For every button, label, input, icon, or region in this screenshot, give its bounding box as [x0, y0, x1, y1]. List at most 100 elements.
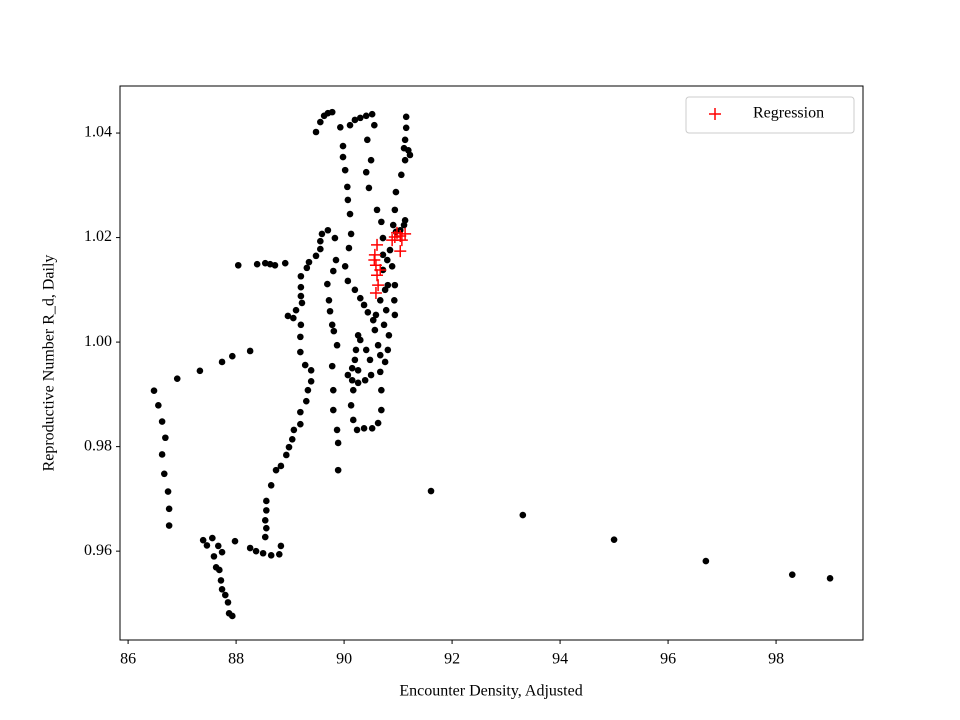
data-point	[344, 196, 352, 204]
data-point	[337, 123, 344, 131]
data-point	[391, 206, 399, 214]
data-point	[312, 252, 320, 260]
data-point	[165, 522, 173, 529]
data-point	[383, 256, 391, 264]
data-point	[297, 333, 304, 341]
data-point	[325, 296, 333, 304]
x-tick-label: 94	[552, 651, 568, 668]
data-point	[328, 321, 336, 329]
data-point	[318, 230, 326, 238]
data-point	[381, 358, 389, 366]
data-point	[297, 420, 304, 428]
data-point	[378, 386, 385, 394]
data-point	[788, 571, 796, 578]
data-point	[246, 347, 254, 355]
data-point	[304, 386, 312, 394]
data-point	[284, 312, 292, 320]
data-point	[297, 348, 304, 356]
y-tick-label: 1.04	[84, 124, 112, 141]
regression-point	[368, 254, 381, 267]
data-point	[267, 552, 275, 559]
data-point	[374, 419, 382, 427]
data-point	[344, 277, 352, 285]
data-point	[217, 577, 225, 584]
y-tick-label: 1.00	[84, 333, 112, 350]
data-point	[354, 379, 362, 387]
data-point	[234, 261, 242, 269]
data-point	[297, 408, 304, 416]
data-point	[364, 309, 372, 316]
data-point	[391, 296, 398, 304]
data-point	[229, 612, 236, 620]
data-point	[385, 332, 393, 339]
data-point	[261, 517, 269, 524]
data-point	[331, 234, 339, 242]
data-point	[348, 364, 356, 372]
data-point	[365, 184, 373, 192]
data-point	[334, 466, 342, 474]
legend-box	[685, 96, 855, 134]
data-point	[371, 326, 379, 334]
data-point	[263, 507, 270, 514]
data-point	[277, 542, 285, 550]
data-point	[332, 256, 340, 264]
data-point	[303, 264, 311, 272]
data-point	[263, 524, 270, 532]
regression-point	[374, 263, 387, 276]
regression-point	[372, 279, 385, 292]
data-point	[401, 136, 409, 144]
data-point	[367, 156, 375, 164]
data-point	[368, 110, 376, 118]
data-point	[329, 267, 337, 275]
data-point	[329, 406, 337, 414]
regression-point	[386, 234, 399, 247]
data-point	[362, 168, 370, 176]
data-point	[392, 188, 400, 196]
data-point	[252, 547, 260, 555]
data-point	[297, 272, 305, 280]
data-point	[326, 307, 334, 315]
data-point	[402, 113, 410, 121]
data-point	[349, 416, 357, 424]
data-point	[173, 375, 181, 382]
data-point	[366, 356, 374, 364]
data-point	[356, 114, 364, 122]
data-point	[389, 221, 397, 229]
x-tick-label: 92	[444, 651, 460, 668]
data-point	[162, 434, 169, 442]
data-point	[160, 470, 168, 478]
data-point	[386, 246, 394, 254]
x-tick-label: 90	[336, 651, 352, 668]
regression-point	[391, 226, 404, 239]
x-axis-label: Encounter Density, Adjusted	[399, 683, 582, 700]
data-point	[345, 244, 353, 252]
data-point	[352, 346, 360, 354]
data-point	[214, 542, 222, 550]
data-point	[376, 296, 384, 304]
data-point	[259, 549, 267, 557]
data-point	[388, 263, 396, 270]
data-point	[391, 281, 399, 289]
data-point	[348, 376, 356, 384]
data-point	[292, 306, 300, 314]
data-point	[218, 586, 226, 593]
data-point	[218, 358, 226, 366]
data-point	[155, 402, 162, 409]
data-point	[378, 406, 385, 414]
data-point	[346, 210, 354, 218]
data-point	[263, 497, 270, 505]
y-axis-label: Reproductive Number R_d, Daily	[41, 255, 58, 472]
data-point	[367, 371, 375, 379]
regression-point	[371, 238, 384, 251]
data-point	[382, 306, 390, 314]
data-point	[317, 245, 324, 253]
data-point	[379, 251, 387, 259]
data-point	[312, 128, 320, 136]
data-point	[351, 356, 359, 364]
data-point	[376, 351, 384, 359]
data-point	[339, 153, 347, 161]
x-tick-label: 86	[120, 651, 136, 668]
data-point	[224, 599, 232, 606]
data-point	[218, 548, 226, 556]
data-point	[826, 575, 834, 582]
